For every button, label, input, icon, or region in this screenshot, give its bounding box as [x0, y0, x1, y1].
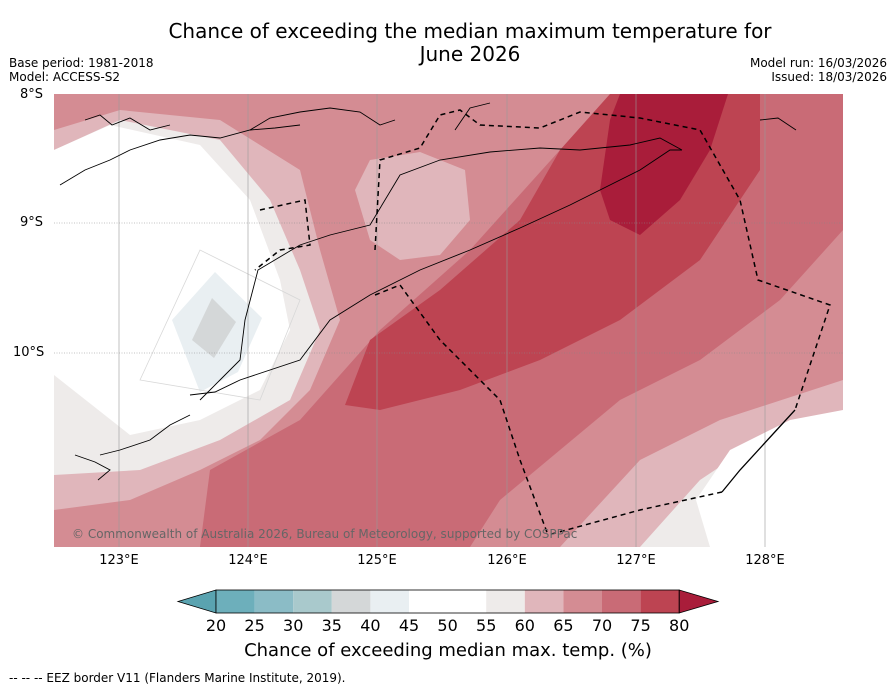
model-name: Model: ACCESS-S2 — [9, 70, 121, 84]
colorbar-segment — [524, 590, 564, 613]
colorbar-segment — [602, 590, 641, 613]
field-level-50-55-se — [696, 410, 843, 547]
colorbar-tick-label: 30 — [283, 616, 304, 635]
colorbar-segment — [409, 590, 448, 613]
colorbar-segment — [447, 590, 487, 613]
island-north-1 — [84, 114, 171, 131]
issued-date: Issued: 18/03/2026 — [771, 70, 887, 84]
meta-left: Base period: 1981-2018 Model: ACCESS-S2 — [9, 56, 154, 84]
title-line-1: Chance of exceeding the median maximum t… — [168, 19, 772, 43]
colorbar-segment — [331, 590, 371, 613]
lon-label-127e: 127°E — [616, 553, 656, 568]
colorbar-tick-label: 80 — [669, 616, 690, 635]
model-run: Model run: 16/03/2026 — [749, 56, 887, 70]
island-ne — [759, 117, 797, 131]
colorbar-segment — [486, 590, 525, 613]
colorbar-tick-label: 50 — [437, 616, 458, 635]
eez-solid — [721, 409, 796, 493]
timor-south-coast — [189, 149, 682, 396]
alor-coast — [249, 107, 396, 131]
lon-gridlines — [118, 94, 766, 547]
colorbar-tick-label: 20 — [205, 616, 227, 635]
colorbar-segment — [254, 590, 294, 613]
field-west-40 — [192, 298, 236, 358]
colorbar-extend-low — [176, 589, 217, 614]
colorbar-extend-high — [678, 589, 720, 614]
flores-coast — [59, 124, 301, 186]
field-north-blob — [355, 152, 470, 260]
lat-label-9s: 9°S — [20, 215, 44, 230]
eez-border — [254, 109, 831, 536]
lon-label-126e: 126°E — [487, 553, 527, 568]
colorbar-tick-label: 25 — [244, 616, 265, 635]
small-island — [454, 102, 491, 131]
lat-label-8s: 8°S — [20, 87, 44, 102]
colorbar-tick-label: 65 — [553, 616, 574, 635]
colorbar-segment — [293, 590, 332, 613]
probability-field — [54, 94, 843, 547]
eez-border-south — [547, 491, 723, 536]
colorbar-tick-label: 45 — [398, 616, 420, 635]
lon-label-124e: 124°E — [228, 553, 268, 568]
colorbar-tick-label: 70 — [591, 616, 613, 635]
lon-label-128e: 128°E — [745, 553, 785, 568]
colorbar-segment — [563, 590, 602, 613]
colorbar-tick-label: 35 — [321, 616, 342, 635]
lon-label-125e: 125°E — [357, 553, 397, 568]
lat-label-10s: 10°S — [13, 345, 45, 360]
coastline — [59, 102, 797, 481]
rote-coast — [99, 414, 191, 456]
colorbar-label: Chance of exceeding median max. temp. (%… — [244, 640, 652, 661]
colorbar-tick-label: 55 — [476, 616, 497, 635]
sawu-coast — [74, 454, 111, 481]
lon-label-123e: 123°E — [99, 553, 139, 568]
map-title: Chance of exceeding the median maximum t… — [120, 20, 820, 66]
colorbar-segment — [370, 590, 409, 613]
colorbar-tick-label: 60 — [514, 616, 535, 635]
eez-footnote: -- -- -- EEZ border V11 (Flanders Marine… — [9, 671, 346, 685]
meta-right: Model run: 16/03/2026 Issued: 18/03/2026 — [750, 56, 887, 84]
timor-north-coast — [199, 137, 683, 401]
colorbar-tick-label: 40 — [360, 616, 381, 635]
colorbar-tick-label: 75 — [630, 616, 651, 635]
base-period: Base period: 1981-2018 — [9, 56, 154, 70]
gridlines — [54, 222, 843, 354]
title-line-2: June 2026 — [419, 42, 521, 66]
copyright-notice: © Commonwealth of Australia 2026, Bureau… — [72, 527, 578, 541]
colorbar-frame — [215, 589, 680, 614]
colorbar-segment — [640, 590, 680, 613]
colorbar-segment — [216, 590, 255, 613]
